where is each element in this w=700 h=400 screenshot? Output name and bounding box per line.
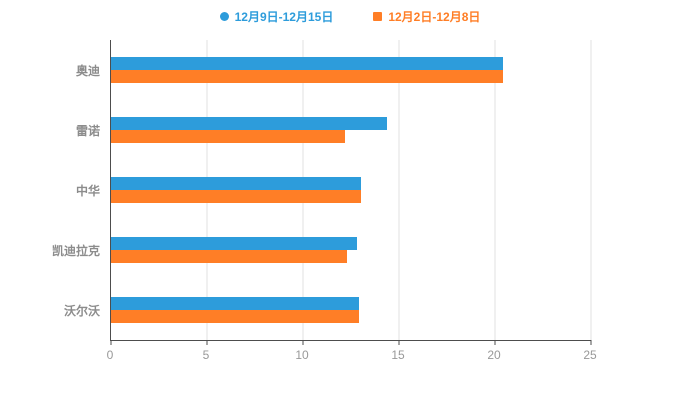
y-category-label-0: 奥迪 bbox=[75, 63, 100, 78]
y-category-label-4: 沃尔沃 bbox=[63, 303, 100, 318]
chart-legend: 12月9日-12月15日 12月2日-12月8日 bbox=[0, 8, 700, 25]
bar-series1-奥迪 bbox=[111, 70, 503, 83]
bar-group-2 bbox=[111, 160, 591, 220]
gridline-x-25 bbox=[590, 40, 592, 340]
plot-area bbox=[110, 40, 592, 345]
bar-series1-雷诺 bbox=[111, 130, 346, 143]
x-tick-label-0: 0 bbox=[106, 348, 114, 362]
x-tick-label-25: 25 bbox=[583, 348, 597, 362]
y-category-label-2: 中华 bbox=[75, 183, 100, 198]
bar-group-3 bbox=[111, 220, 591, 280]
x-tick-20 bbox=[494, 340, 496, 345]
gridline-x-20 bbox=[494, 40, 496, 340]
bar-series0-奥迪 bbox=[111, 57, 503, 70]
legend-square-icon bbox=[373, 12, 383, 21]
x-tick-label-5: 5 bbox=[202, 348, 210, 362]
x-tick-0 bbox=[110, 340, 112, 345]
bar-series0-沃尔沃 bbox=[111, 297, 359, 310]
legend-circle-icon bbox=[219, 12, 229, 21]
y-category-label-1: 雷诺 bbox=[75, 123, 100, 138]
bar-series0-雷诺 bbox=[111, 117, 388, 130]
legend-item-0[interactable]: 12月9日-12月15日 bbox=[219, 8, 334, 25]
bar-group-1 bbox=[111, 100, 591, 160]
bar-group-4 bbox=[111, 280, 591, 340]
legend-label: 12月2日-12月8日 bbox=[388, 10, 481, 24]
bar-series0-凯迪拉克 bbox=[111, 237, 357, 250]
x-tick-label-10: 10 bbox=[295, 348, 309, 362]
y-category-label-3: 凯迪拉克 bbox=[51, 243, 100, 258]
bar-series1-中华 bbox=[111, 190, 361, 203]
legend-item-1[interactable]: 12月2日-12月8日 bbox=[373, 8, 480, 25]
bar-series1-凯迪拉克 bbox=[111, 250, 348, 263]
bar-series1-沃尔沃 bbox=[111, 310, 359, 323]
bar-group-0 bbox=[111, 40, 591, 100]
x-tick-25 bbox=[590, 340, 592, 345]
x-tick-label-20: 20 bbox=[487, 348, 501, 362]
x-tick-5 bbox=[206, 340, 208, 345]
x-tick-15 bbox=[398, 340, 400, 345]
gridline-x-15 bbox=[398, 40, 400, 340]
legend-label: 12月9日-12月15日 bbox=[234, 10, 334, 24]
bar-series0-中华 bbox=[111, 177, 361, 190]
x-tick-label-15: 15 bbox=[391, 348, 405, 362]
x-tick-10 bbox=[302, 340, 304, 345]
